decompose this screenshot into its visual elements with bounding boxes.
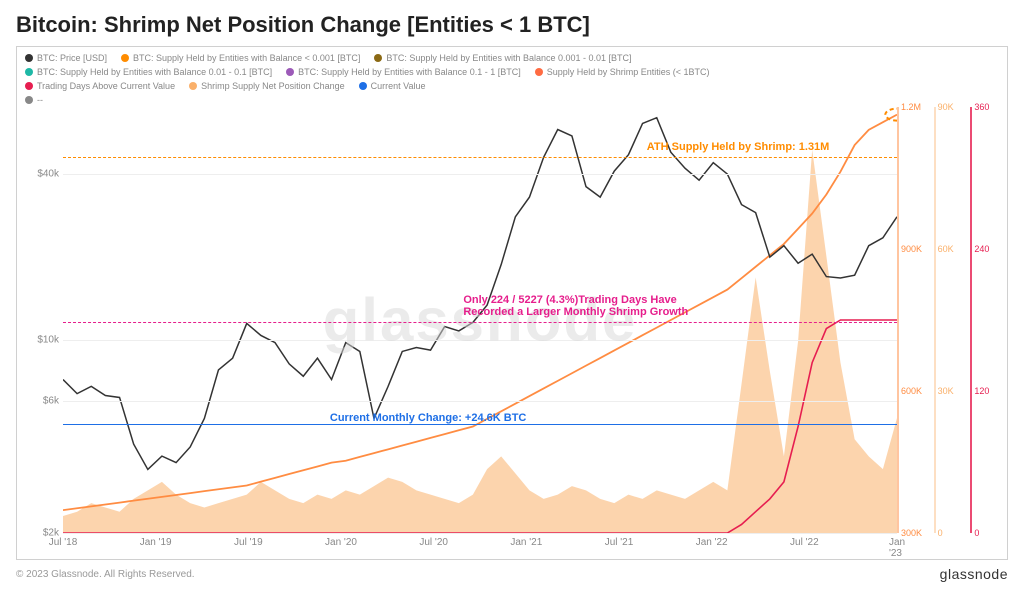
legend-dot-icon — [25, 54, 33, 62]
y-right-tick-label: 60K — [938, 244, 954, 254]
legend-row-2: BTC: Supply Held by Entities with Balanc… — [25, 65, 999, 79]
legend-dot-icon — [359, 82, 367, 90]
legend: BTC: Price [USD]BTC: Supply Held by Enti… — [25, 51, 999, 107]
legend-item: BTC: Supply Held by Entities with Balanc… — [374, 51, 631, 65]
legend-row-3: Trading Days Above Current Value Shrimp S… — [25, 79, 999, 93]
legend-item: Supply Held by Shrimp Entities (< 1BTC) — [535, 65, 710, 79]
current-change-annotation: Current Monthly Change: +24.6K BTC — [330, 412, 527, 424]
y-right-tick-label: 0 — [938, 528, 943, 538]
x-tick-label: Jul '22 — [790, 537, 819, 548]
legend-item: Shrimp Supply Net Position Change — [189, 79, 345, 93]
y-right-axis-col: 030K60K90K — [934, 107, 971, 533]
footer: © 2023 Glassnode. All Rights Reserved. g… — [16, 560, 1008, 582]
legend-dot-icon — [25, 68, 33, 76]
legend-label: BTC: Supply Held by Entities with Balanc… — [298, 65, 521, 79]
legend-label: BTC: Supply Held by Entities with Balanc… — [133, 51, 360, 65]
ath-line — [63, 157, 897, 158]
legend-row-1: BTC: Price [USD] BTC: Supply Held by Enti… — [25, 51, 999, 65]
y-right-axis-bar — [897, 107, 899, 533]
ath-annotation: ATH Supply Held by Shrimp: 1.31M — [647, 141, 830, 153]
legend-item: BTC: Price [USD] — [25, 51, 107, 65]
x-axis: Jul '18Jan '19Jul '19Jan '20Jul '20Jan '… — [63, 537, 897, 553]
y-right-tick-label: 240 — [974, 244, 989, 254]
legend-label: BTC: Supply Held by Entities with Balanc… — [386, 51, 631, 65]
x-tick-label: Jan '22 — [696, 537, 728, 548]
legend-label: BTC: Supply Held by Entities with Balanc… — [37, 65, 272, 79]
legend-item: BTC: Supply Held by Entities with Balanc… — [121, 51, 360, 65]
legend-item: BTC: Supply Held by Entities with Balanc… — [286, 65, 521, 79]
legend-item: Current Value — [359, 79, 426, 93]
y-right-axis-col: 300K600K900K1.2M — [897, 107, 934, 533]
y-right-tick-label: 0 — [974, 528, 979, 538]
legend-dot-icon — [189, 82, 197, 90]
page-container: Bitcoin: Shrimp Net Position Change [Ent… — [0, 0, 1024, 590]
trading-days-annotation-line1: Only 224 / 5227 (4.3%)Trading Days Have — [463, 294, 688, 306]
gridline — [63, 401, 897, 402]
chart-frame: BTC: Price [USD]BTC: Supply Held by Enti… — [16, 46, 1008, 560]
legend-label: Current Value — [371, 79, 426, 93]
gridline — [63, 533, 897, 534]
legend-item: BTC: Supply Held by Entities with Balanc… — [25, 65, 272, 79]
trading-days-annotation-line2: Recorded a Larger Monthly Shrimp Growth — [463, 306, 688, 318]
y-left-tick-label: $6k — [43, 396, 59, 407]
x-tick-label: Jul '18 — [49, 537, 78, 548]
legend-label: Supply Held by Shrimp Entities (< 1BTC) — [547, 65, 710, 79]
legend-item: -- — [25, 93, 43, 107]
legend-item: Trading Days Above Current Value — [25, 79, 175, 93]
y-axis-left: $2k$6k$10k$40k — [17, 107, 63, 533]
legend-label: BTC: Price [USD] — [37, 51, 107, 65]
y-right-tick-label: 1.2M — [901, 102, 921, 112]
x-tick-label: Jan '21 — [510, 537, 542, 548]
chart-title: Bitcoin: Shrimp Net Position Change [Ent… — [16, 12, 1008, 38]
legend-label: Trading Days Above Current Value — [37, 79, 175, 93]
legend-dot-icon — [374, 54, 382, 62]
trading-days-line — [63, 322, 897, 323]
y-right-tick-label: 360 — [974, 102, 989, 112]
x-tick-label: Jul '19 — [234, 537, 263, 548]
legend-dot-icon — [25, 82, 33, 90]
y-right-tick-label: 120 — [974, 386, 989, 396]
legend-dot-icon — [535, 68, 543, 76]
x-tick-label: Jul '21 — [605, 537, 634, 548]
y-right-tick-label: 900K — [901, 244, 922, 254]
plot-area: glassnode ATH Supply Held by Shrimp: 1.3… — [63, 107, 897, 533]
x-tick-label: Jan '20 — [325, 537, 357, 548]
y-right-axis-bar — [970, 107, 972, 533]
y-right-axis-col: 0120240360 — [970, 107, 1007, 533]
chart-svg — [63, 107, 897, 533]
brand-logo: glassnode — [940, 566, 1008, 582]
trading-days-annotation: Only 224 / 5227 (4.3%)Trading Days Have … — [463, 294, 688, 318]
legend-dot-icon — [286, 68, 294, 76]
copyright-text: © 2023 Glassnode. All Rights Reserved. — [16, 569, 195, 580]
y-right-axis-bar — [934, 107, 936, 533]
x-tick-label: Jan '19 — [140, 537, 172, 548]
y-left-tick-label: $40k — [37, 169, 59, 180]
y-right-tick-label: 30K — [938, 386, 954, 396]
y-right-tick-label: 600K — [901, 386, 922, 396]
y-left-tick-label: $10k — [37, 335, 59, 346]
x-tick-label: Jan '23 — [889, 537, 905, 559]
legend-row-4: -- — [25, 93, 999, 107]
legend-dot-icon — [121, 54, 129, 62]
legend-label: -- — [37, 93, 43, 107]
current-value-line — [63, 424, 897, 425]
x-tick-label: Jul '20 — [419, 537, 448, 548]
y-right-tick-label: 90K — [938, 102, 954, 112]
gridline — [63, 340, 897, 341]
y-axes-right: 300K600K900K1.2M030K60K90K0120240360 — [897, 107, 1007, 533]
legend-dot-icon — [25, 96, 33, 104]
legend-label: Shrimp Supply Net Position Change — [201, 79, 345, 93]
gridline — [63, 174, 897, 175]
